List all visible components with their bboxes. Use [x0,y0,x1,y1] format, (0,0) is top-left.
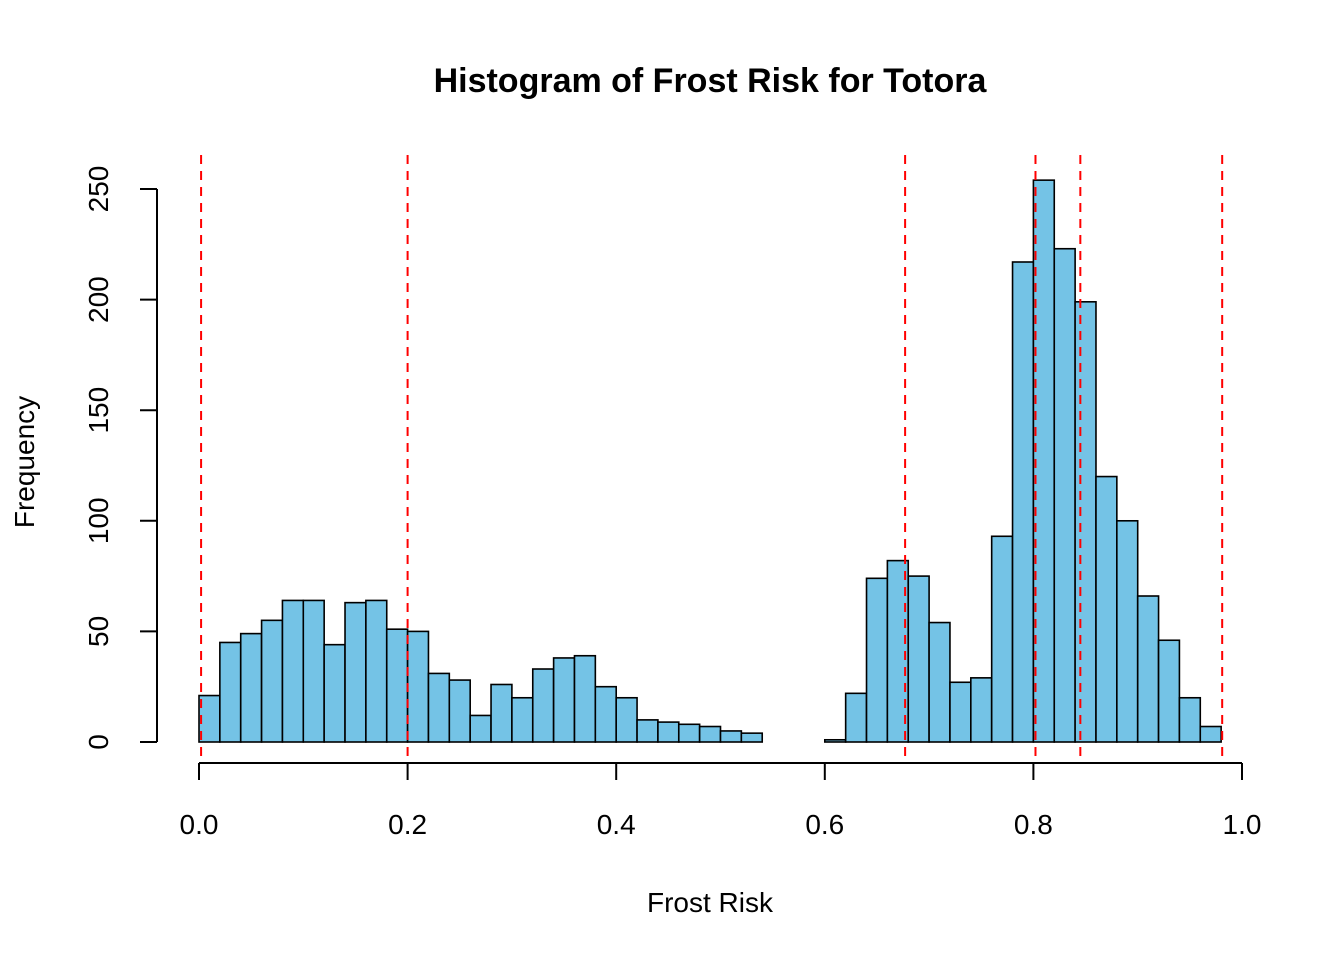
histogram-bar [657,721,680,743]
histogram-bar [281,599,305,743]
histogram-bar [615,696,638,743]
histogram-bar [448,679,471,743]
histogram-bar [698,725,722,743]
histogram-bar [1178,696,1202,743]
histogram-bar [844,692,868,743]
histogram-bar [260,619,284,743]
histogram-bar [1032,179,1056,743]
chart-title: Histogram of Frost Risk for Totora [434,62,988,100]
histogram-bar [594,685,618,743]
y-tick-label: 50 [83,616,114,647]
reference-lines-group [200,155,1224,762]
y-axis-label: Frequency [9,396,40,528]
x-tick-label: 1.0 [1223,809,1262,840]
histogram-bar [1074,301,1097,743]
y-tick-label: 0 [83,734,114,750]
histogram-bar [865,577,889,743]
histogram-bar [198,694,221,743]
y-axis: 0 50 100 150 200 250 [83,166,158,750]
histogram-bar [406,630,430,743]
histogram-bar [907,575,930,743]
bars-group [198,179,1222,743]
histogram-bar [469,714,492,743]
x-axis: 0.0 0.2 0.4 0.6 0.8 1.0 [180,762,1262,840]
x-tick-label: 0.8 [1014,809,1053,840]
histogram-bar [970,677,993,743]
histogram-bar [928,621,951,743]
histogram-bar [1116,519,1139,743]
histogram-bar [1053,247,1076,743]
x-tick-label: 0.0 [180,809,219,840]
histogram-bar [990,535,1014,743]
histogram-bar [1011,261,1035,743]
histogram-bar [219,641,242,743]
x-tick-label: 0.6 [805,809,844,840]
histogram-bar [1095,475,1118,743]
histogram-bar [302,599,325,743]
x-axis-label: Frost Risk [647,887,774,918]
histogram-bar [427,672,451,743]
histogram-bar [740,732,764,743]
x-tick-label: 0.4 [597,809,636,840]
histogram-bar [1199,725,1222,743]
histogram-bar [385,628,409,743]
histogram-bar [490,683,513,743]
histogram-bar [511,696,534,743]
histogram-bar [344,601,367,743]
histogram-bar [531,668,555,743]
histogram-bar [1136,595,1160,743]
histogram-bar [1157,639,1181,743]
histogram-bar [949,681,972,743]
histogram-bar [573,654,597,743]
histogram-bar [323,643,346,743]
histogram-bar [636,719,659,743]
x-tick-label: 0.2 [388,809,427,840]
histogram-bar [719,730,743,743]
histogram-bar [239,632,263,743]
y-tick-label: 200 [83,276,114,323]
y-tick-label: 100 [83,497,114,544]
histogram-bar [823,738,847,743]
y-tick-label: 150 [83,387,114,434]
histogram-bar [365,599,388,743]
y-tick-label: 250 [83,166,114,213]
histogram-bar [677,723,701,743]
histogram-bar [552,657,576,743]
